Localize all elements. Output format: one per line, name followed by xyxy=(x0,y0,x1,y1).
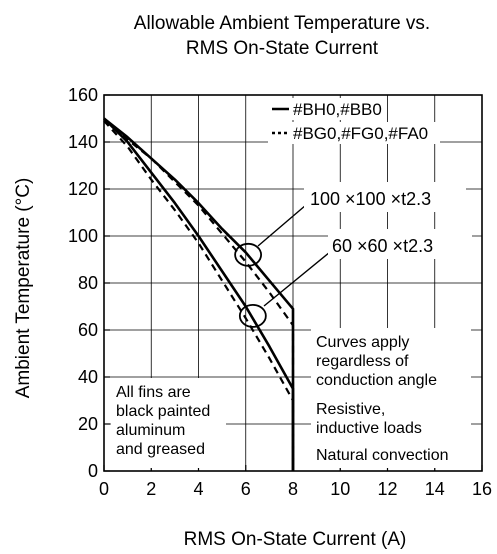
legend: #BH0,#BB0 #BG0,#FG0,#FA0 xyxy=(268,98,440,144)
plot-frame xyxy=(103,94,483,472)
note-left-line: black painted xyxy=(116,403,210,420)
legend-background xyxy=(268,122,440,144)
chart-title-line1: Allowable Ambient Temperature vs. xyxy=(134,13,430,34)
note-right-line: conduction angle xyxy=(316,372,437,389)
y-tick-label: 80 xyxy=(78,273,98,293)
x-tick-label: 16 xyxy=(472,479,492,499)
annotation-circle-fin-100 xyxy=(234,242,263,267)
series-line-dashed-fin-60 xyxy=(103,120,295,471)
legend-entry-label: #BG0,#FG0,#FA0 xyxy=(293,124,428,143)
note-left-line: aluminum xyxy=(116,422,185,439)
series-line-solid-fin-100 xyxy=(103,117,295,471)
note-left-line: All fins are xyxy=(116,384,191,401)
x-tick-label: 14 xyxy=(425,479,445,499)
notes-right-background xyxy=(311,328,471,468)
y-tick-label: 160 xyxy=(68,85,98,105)
y-tick-label: 100 xyxy=(68,226,98,246)
note-left-line: and greased xyxy=(116,441,205,458)
annotation-circle-fin-60 xyxy=(238,303,267,328)
notes: 100 ×100 ×t2.3 60 ×60 ×t2.3 Curves apply re… xyxy=(111,182,472,468)
note-right-line: Natural convection xyxy=(316,447,449,464)
y-tick-label: 120 xyxy=(68,179,98,199)
annotation-leader-fin-100 xyxy=(257,204,307,247)
x-tick-label: 0 xyxy=(99,479,109,499)
note-right-line: Resistive, xyxy=(316,401,385,418)
plot-marks xyxy=(103,117,331,471)
y-tick-label: 20 xyxy=(78,414,98,434)
annotation-label-fin-60: 60 ×60 ×t2.3 xyxy=(332,236,433,256)
x-tick-label: 12 xyxy=(377,479,397,499)
x-tick-label: 10 xyxy=(330,479,350,499)
x-axis-label: RMS On-State Current (A) xyxy=(184,529,407,550)
annotation-background xyxy=(328,229,472,259)
legend-entry-label: #BH0,#BB0 xyxy=(293,100,382,119)
series-line-solid-fin-60 xyxy=(103,117,295,471)
note-right-line: Curves apply xyxy=(316,334,409,351)
annotation-label-fin-100: 100 ×100 ×t2.3 xyxy=(310,189,431,209)
x-tick-label: 2 xyxy=(146,479,156,499)
y-tick-label: 60 xyxy=(78,320,98,340)
x-tick-label: 6 xyxy=(241,479,251,499)
annotation-background xyxy=(304,182,466,212)
notes-left-background xyxy=(111,378,226,468)
y-tick-label: 0 xyxy=(88,461,98,481)
y-tick-label: 140 xyxy=(68,132,98,152)
note-right-line: regardless of xyxy=(316,353,409,370)
chart-title-line2: RMS On-State Current xyxy=(186,38,379,59)
note-right-line: inductive loads xyxy=(316,420,422,437)
series-line-dashed-fin-100 xyxy=(103,119,295,471)
annotation-leader-fin-60 xyxy=(263,251,331,307)
y-tick-label: 40 xyxy=(78,367,98,387)
x-tick-label: 4 xyxy=(193,479,203,499)
y-axis-label: Ambient Temperature (°C) xyxy=(13,178,34,399)
x-tick-label: 8 xyxy=(288,479,298,499)
legend-background xyxy=(268,98,378,120)
